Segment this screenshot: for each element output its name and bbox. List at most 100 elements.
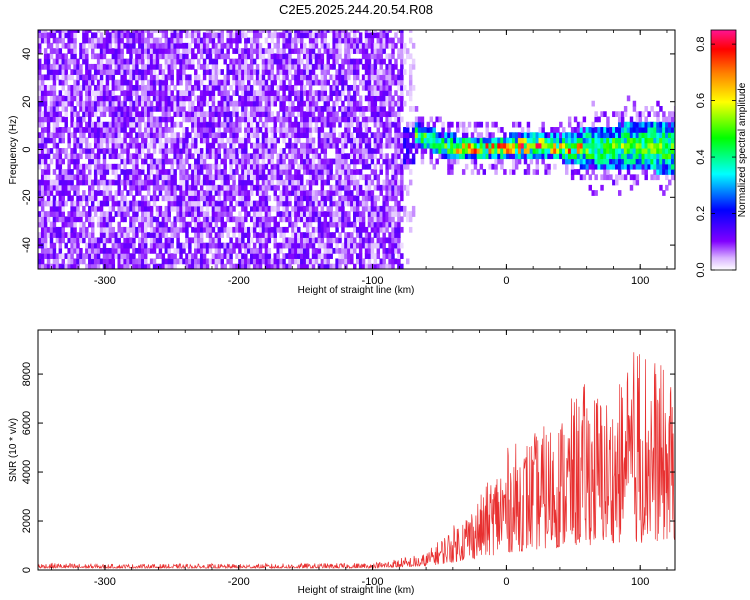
heatmap-cell [432, 121, 436, 128]
heatmap-cell [311, 174, 316, 181]
heatmap-cell [282, 253, 286, 259]
heatmap-cell [394, 63, 398, 70]
heatmap-cell [467, 142, 472, 149]
heatmap-cell [170, 121, 174, 128]
heatmap-cell [214, 58, 219, 65]
heatmap-cell [364, 179, 369, 186]
heatmap-cell [170, 53, 174, 60]
heatmap-cell [143, 242, 148, 249]
heatmap-cell [273, 205, 277, 212]
heatmap-cell [152, 247, 157, 254]
heatmap-cell [391, 169, 395, 175]
heatmap-cell [335, 79, 339, 86]
heatmap-cell [161, 32, 166, 39]
heatmap-cell [179, 195, 183, 202]
heatmap-cell [196, 84, 201, 91]
heatmap-cell [93, 84, 98, 91]
heatmap-cell [199, 205, 204, 212]
heatmap-cell [238, 142, 242, 149]
heatmap-cell [238, 263, 242, 269]
heatmap-cell [249, 163, 254, 170]
heatmap-cell [67, 179, 71, 186]
heatmap-cell [338, 174, 342, 181]
heatmap-cell [152, 95, 157, 102]
heatmap-cell [297, 211, 301, 217]
heatmap-cell [559, 137, 563, 144]
heatmap-cell [117, 127, 121, 133]
heatmap-cell [279, 69, 283, 75]
heatmap-cell [238, 216, 242, 223]
heatmap-cell [167, 190, 171, 196]
heatmap-cell [199, 211, 204, 217]
heatmap-cell [38, 184, 42, 191]
heatmap-cell [411, 58, 416, 65]
heatmap-cell [96, 100, 101, 107]
heatmap-cell [326, 221, 330, 228]
heatmap-cell [235, 253, 239, 259]
heatmap-cell [90, 153, 95, 160]
heatmap-cell [43, 100, 48, 107]
heatmap-cell [52, 63, 57, 70]
heatmap-cell [108, 211, 113, 217]
heatmap-cell [208, 106, 213, 112]
heatmap-cell [161, 195, 166, 202]
heatmap-cell [67, 232, 71, 238]
heatmap-cell [344, 74, 348, 81]
heatmap-cell [249, 58, 254, 65]
heatmap-cell [120, 106, 124, 112]
heatmap-cell [355, 242, 360, 249]
heatmap-cell [341, 106, 345, 112]
heatmap-cell [417, 127, 422, 133]
heatmap-cell [205, 242, 210, 249]
heatmap-cell [261, 158, 266, 165]
heatmap-cell [400, 84, 404, 91]
heatmap-cell [373, 142, 378, 149]
heatmap-cell [338, 158, 342, 165]
heatmap-cell [270, 184, 275, 191]
heatmap-cell [79, 90, 83, 96]
heatmap-cell [170, 95, 174, 102]
heatmap-cell [249, 48, 254, 54]
heatmap-cell [332, 58, 336, 65]
heatmap-cell [252, 48, 257, 54]
heatmap-cell [302, 63, 307, 70]
heatmap-cell [532, 148, 537, 154]
heatmap-cell [279, 95, 283, 102]
heatmap-cell [114, 200, 118, 207]
heatmap-cell [347, 179, 351, 186]
heatmap-cell [196, 190, 201, 196]
heatmap-cell [411, 42, 416, 49]
heatmap-cell [96, 247, 101, 254]
heatmap-cell [241, 84, 245, 91]
heatmap-cell [40, 32, 45, 39]
heatmap-cell [73, 174, 77, 181]
heatmap-cell [391, 195, 395, 202]
heatmap-cell [85, 216, 89, 223]
heatmap-cell [123, 232, 127, 238]
heatmap-cell [208, 142, 213, 149]
heatmap-cell [447, 121, 451, 128]
heatmap-cell [64, 121, 68, 128]
heatmap-cell [61, 184, 65, 191]
heatmap-cell [355, 100, 360, 107]
heatmap-cell [317, 53, 322, 60]
heatmap-cell [220, 48, 224, 54]
heatmap-cell [217, 242, 222, 249]
heatmap-cell [99, 32, 104, 39]
heatmap-cell [300, 179, 304, 186]
heatmap-cell [308, 258, 313, 265]
heatmap-cell [199, 226, 204, 233]
heatmap-cell [403, 211, 407, 217]
heatmap-cell [205, 184, 210, 191]
heatmap-cell [532, 137, 537, 144]
heatmap-cell [199, 95, 204, 102]
heatmap-cell [353, 163, 357, 170]
heatmap-cell [38, 163, 42, 170]
heatmap-cell [332, 37, 336, 44]
heatmap-cell [270, 163, 275, 170]
heatmap-cell [102, 111, 107, 118]
heatmap-cell [241, 32, 245, 39]
heatmap-cell [323, 226, 328, 233]
heatmap-cell [264, 221, 269, 228]
heatmap-cell [364, 190, 369, 196]
